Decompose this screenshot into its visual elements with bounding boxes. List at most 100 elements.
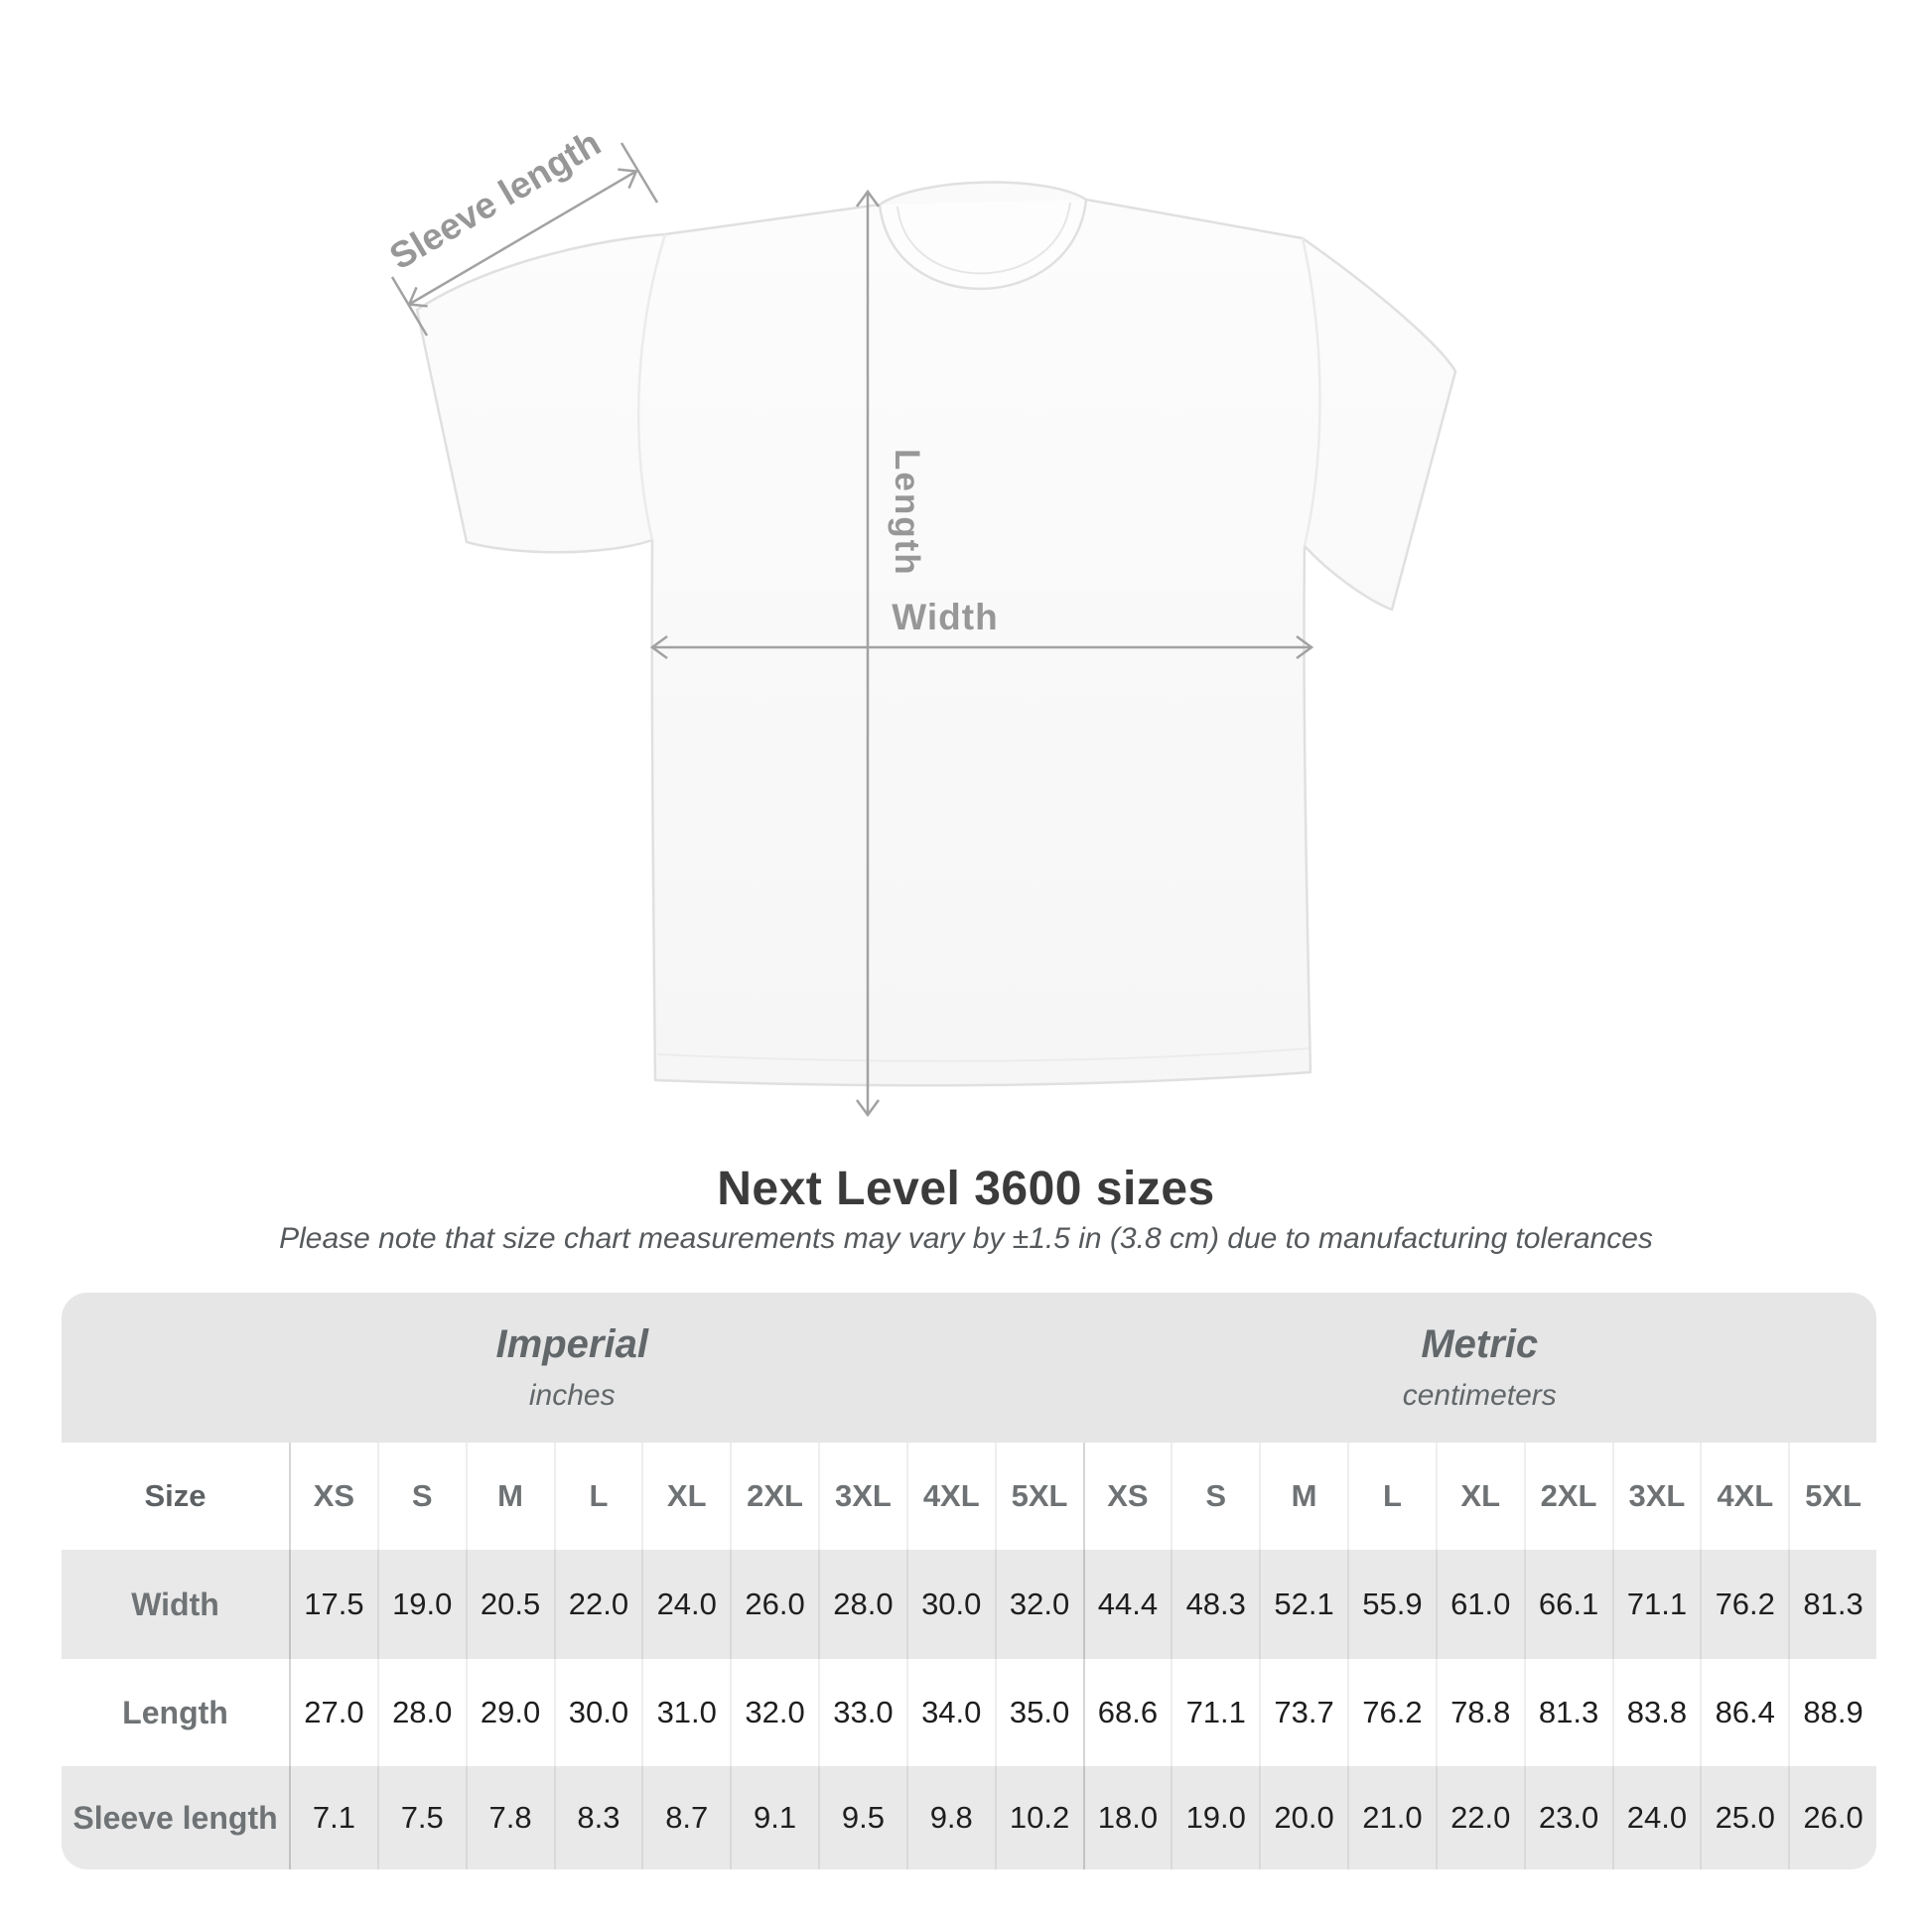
value-cell: 76.2 [1700,1550,1788,1659]
size-header-cell: XS [289,1443,377,1550]
sleeve-length-row: Sleeve length 7.1 7.5 7.8 8.3 8.7 9.1 9.… [62,1766,1876,1869]
imperial-header: Imperial inches [62,1293,1083,1443]
value-cell: 23.0 [1523,1766,1612,1869]
value-cell: 33.0 [818,1659,906,1766]
width-row: Width 17.5 19.0 20.5 22.0 24.0 26.0 28.0… [62,1550,1876,1659]
value-cell: 29.0 [465,1659,554,1766]
hem-stitch [656,1047,1310,1062]
value-cell: 71.1 [1611,1550,1701,1659]
value-cell: 66.1 [1523,1550,1612,1659]
collar-back-ridge [879,181,1087,207]
metric-label: Metric [1421,1322,1539,1366]
page-title: Next Level 3600 sizes [717,1163,1215,1215]
value-cell: 52.1 [1259,1550,1347,1659]
sleeve-dimension-line [410,172,635,304]
value-cell: 7.5 [376,1766,466,1869]
value-cell: 22.0 [553,1550,642,1659]
value-cell: 81.3 [1788,1550,1876,1659]
size-header-cell: XS [1082,1443,1172,1550]
value-cell: 28.0 [376,1659,466,1766]
row-label-cell: Width [131,1586,219,1622]
row-label-cell: Sleeve length [72,1799,278,1836]
metric-header: Metric centimeters [1083,1293,1877,1443]
sleeve-end-tick-bottom [390,276,429,337]
value-cell: 32.0 [730,1659,818,1766]
collar-inner [897,202,1071,275]
size-header-cell: M [465,1443,554,1550]
value-cell: 88.9 [1788,1659,1876,1766]
value-cell: 8.7 [641,1766,730,1869]
value-cell: 48.3 [1171,1550,1259,1659]
value-cell: 44.4 [1082,1550,1172,1659]
value-cell: 81.3 [1523,1659,1612,1766]
value-cell: 78.8 [1435,1659,1524,1766]
value-cell: 20.5 [465,1550,554,1659]
size-header-cell: S [1171,1443,1259,1550]
size-header-cell: 4XL [1700,1443,1788,1550]
metric-unit: centimeters [1402,1379,1557,1412]
value-cell: 25.0 [1700,1766,1788,1869]
value-cell: 32.0 [994,1550,1083,1659]
value-cell: 35.0 [994,1659,1083,1766]
size-header-cell: M [1259,1443,1347,1550]
size-header-cell: L [1347,1443,1436,1550]
value-cell: 24.0 [1611,1766,1701,1869]
imperial-unit: inches [528,1379,616,1412]
size-row-label: Size [144,1478,207,1513]
length-label: Length [888,449,926,577]
value-cell: 55.9 [1347,1550,1436,1659]
value-cell: 9.1 [730,1766,818,1869]
value-cell: 18.0 [1082,1766,1172,1869]
left-armhole-seam [636,233,667,541]
size-header-cell: 2XL [730,1443,818,1550]
sleeve-end-tick-top [620,142,659,204]
value-cell: 83.8 [1611,1659,1701,1766]
value-cell: 31.0 [641,1659,730,1766]
size-header-cell: XL [641,1443,730,1550]
value-cell: 61.0 [1435,1550,1524,1659]
value-cell: 30.0 [905,1550,995,1659]
value-cell: 76.2 [1347,1659,1436,1766]
value-cell: 71.1 [1171,1659,1259,1766]
value-cell: 17.5 [289,1550,377,1659]
value-cell: 73.7 [1259,1659,1347,1766]
size-header-cell: 5XL [1788,1443,1876,1550]
value-cell: 28.0 [818,1550,906,1659]
value-cell: 30.0 [553,1659,642,1766]
width-label: Width [892,597,998,637]
size-header-cell: XL [1435,1443,1524,1550]
value-cell: 24.0 [641,1550,730,1659]
imperial-label: Imperial [495,1322,648,1366]
size-header-cell: S [376,1443,466,1550]
size-table: Imperial inches Metric centimeters Size … [62,1293,1876,1869]
value-cell: 9.5 [818,1766,906,1869]
value-cell: 21.0 [1347,1766,1436,1869]
unit-header-band: Imperial inches Metric centimeters [62,1293,1876,1443]
value-cell: 34.0 [905,1659,995,1766]
value-cell: 26.0 [1788,1766,1876,1869]
size-header-cell: 5XL [994,1443,1083,1550]
value-cell: 86.4 [1700,1659,1788,1766]
value-cell: 9.8 [905,1766,995,1869]
dimension-annotations [390,142,1311,1114]
collar-outer [878,199,1088,291]
size-header-cell: 2XL [1523,1443,1612,1550]
length-row: Length 27.0 28.0 29.0 30.0 31.0 32.0 33.… [62,1659,1876,1766]
row-label-cell: Length [122,1694,228,1730]
size-header-cell: 4XL [905,1443,995,1550]
tolerance-note: Please note that size chart measurements… [279,1222,1653,1255]
value-cell: 26.0 [730,1550,818,1659]
value-cell: 19.0 [1171,1766,1259,1869]
size-header-cell: 3XL [1611,1443,1701,1550]
value-cell: 27.0 [289,1659,377,1766]
value-cell: 10.2 [994,1766,1083,1869]
size-header-cell: L [553,1443,642,1550]
value-cell: 8.3 [553,1766,642,1869]
size-header-cell: 3XL [818,1443,906,1550]
value-cell: 7.1 [289,1766,377,1869]
value-cell: 22.0 [1435,1766,1524,1869]
value-cell: 7.8 [465,1766,554,1869]
size-header-row: Size XS S M L XL 2XL 3XL 4XL 5XL XS S M … [62,1443,1876,1550]
